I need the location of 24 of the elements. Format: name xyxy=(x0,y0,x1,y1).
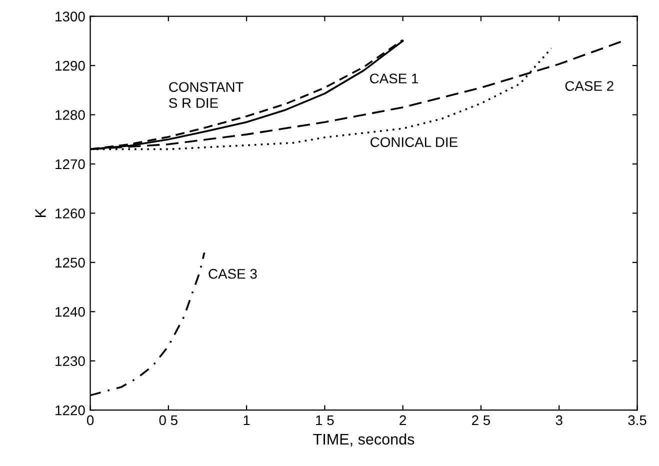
x-tick-label: 3.5 xyxy=(628,415,646,426)
y-tick-label: 1260 xyxy=(56,208,85,218)
series-label: CASE 3 xyxy=(208,268,257,279)
series-label: CASE 2 xyxy=(565,81,614,91)
y-tick-label: 1250 xyxy=(56,258,85,268)
x-tick-label: 1 5 xyxy=(316,415,334,426)
x-tick-label: 0 xyxy=(86,415,94,426)
x-tick-label: 1 xyxy=(244,415,250,426)
series-label: CONICAL DIE xyxy=(370,137,458,148)
x-tick-label: 2 5 xyxy=(472,415,490,426)
y-tick-label: 1270 xyxy=(56,159,85,170)
y-tick-label: 1280 xyxy=(56,110,85,120)
y-tick-label: 1290 xyxy=(56,60,85,71)
y-tick-label: 1300 xyxy=(56,12,85,22)
x-axis-title: TIME, seconds xyxy=(313,433,414,446)
x-tick-label: 2 xyxy=(400,415,406,426)
series-label: CONSTANT S R DIE xyxy=(169,82,244,108)
y-axis-title: K xyxy=(35,208,46,218)
y-tick-label: 1220 xyxy=(56,405,85,416)
y-tick-label: 1230 xyxy=(56,356,85,366)
y-tick-label: 1240 xyxy=(56,306,85,317)
series-label: CASE 1 xyxy=(370,74,418,84)
x-tick-label: 3 xyxy=(556,415,562,426)
x-tick-label: 0 5 xyxy=(159,415,178,426)
